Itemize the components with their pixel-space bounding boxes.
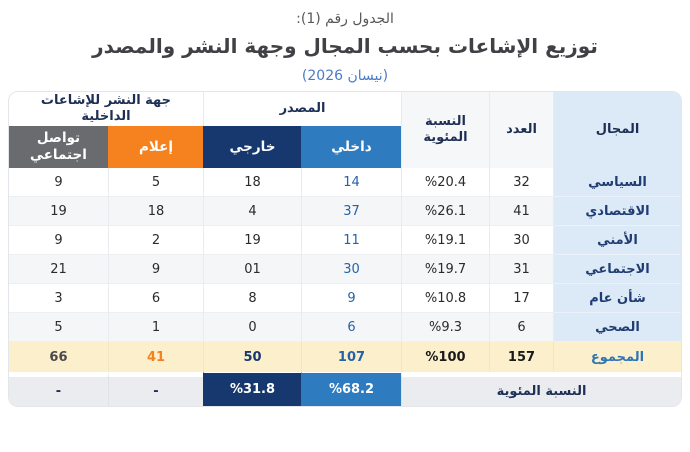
cell-count: 17 bbox=[489, 284, 553, 313]
cell-social: 21 bbox=[9, 255, 108, 284]
header-field: المجال bbox=[553, 92, 681, 168]
cell-social: 19 bbox=[9, 197, 108, 226]
cell-totals-internal: 107 bbox=[301, 342, 401, 372]
header-social: تواصل اجتماعي bbox=[9, 126, 108, 168]
cell-field: الاقتصادي bbox=[553, 197, 681, 226]
cell-media: 18 bbox=[107, 197, 203, 226]
cell-field: الأمني bbox=[553, 226, 681, 255]
rumors-table: المجال العدد النسبة المئوية المصدر جهة ا… bbox=[9, 92, 681, 406]
cell-totals-label: المجموع bbox=[553, 342, 681, 372]
cell-percent: %9.3 bbox=[401, 313, 489, 342]
cell-internal: 37 bbox=[301, 197, 401, 226]
cell-footer-internal: %68.2 bbox=[301, 372, 401, 406]
cell-internal: 9 bbox=[301, 284, 401, 313]
cell-footer-media: - bbox=[107, 372, 203, 406]
cell-social: 9 bbox=[9, 226, 108, 255]
cell-totals-external: 50 bbox=[202, 342, 301, 372]
cell-social: 5 bbox=[9, 313, 108, 342]
cell-external: 8 bbox=[202, 284, 301, 313]
cell-external: 18 bbox=[202, 168, 301, 197]
title-block: الجدول رقم (1): توزيع الإشاعات بحسب المج… bbox=[0, 0, 690, 84]
totals-row: المجموع 157 %100 107 50 41 66 bbox=[9, 342, 681, 372]
header-source-group: المصدر bbox=[202, 92, 401, 126]
cell-count: 32 bbox=[489, 168, 553, 197]
cell-field: السياسي bbox=[553, 168, 681, 197]
cell-footer-external: %31.8 bbox=[202, 372, 301, 406]
cell-social: 9 bbox=[9, 168, 108, 197]
cell-media: 5 bbox=[107, 168, 203, 197]
cell-count: 30 bbox=[489, 226, 553, 255]
cell-totals-social: 66 bbox=[9, 342, 108, 372]
cell-percent: %19.7 bbox=[401, 255, 489, 284]
cell-internal: 11 bbox=[301, 226, 401, 255]
cell-media: 6 bbox=[107, 284, 203, 313]
header-group-row: المجال العدد النسبة المئوية المصدر جهة ا… bbox=[9, 92, 681, 168]
cell-internal: 14 bbox=[301, 168, 401, 197]
cell-external: 0 bbox=[202, 313, 301, 342]
cell-field: شأن عام bbox=[553, 284, 681, 313]
cell-social: 3 bbox=[9, 284, 108, 313]
header-internal: داخلي bbox=[301, 126, 401, 168]
table-row-security: الأمني 30 %19.1 11 19 2 9 bbox=[9, 226, 681, 255]
table-row-economic: الاقتصادي 41 %26.1 37 4 18 19 bbox=[9, 197, 681, 226]
cell-totals-count: 157 bbox=[489, 342, 553, 372]
footer-percentage-row: النسبة المئوية %68.2 %31.8 - - bbox=[9, 372, 681, 406]
cell-count: 41 bbox=[489, 197, 553, 226]
cell-media: 1 bbox=[107, 313, 203, 342]
subtitle-date: (نيسان 2026) bbox=[301, 68, 389, 84]
cell-percent: %19.1 bbox=[401, 226, 489, 255]
table-number-title: الجدول رقم (1): bbox=[296, 11, 394, 27]
page-title: توزيع الإشاعات بحسب المجال وجهة النشر وا… bbox=[92, 34, 598, 58]
table-row-public-affairs: شأن عام 17 %10.8 9 8 6 3 bbox=[9, 284, 681, 313]
cell-media: 2 bbox=[107, 226, 203, 255]
header-sub-row: داخلي خارجي إعلام تواصل اجتماعي bbox=[9, 126, 681, 168]
table-row-social-field: الاجتماعي 31 %19.7 30 01 9 21 bbox=[9, 255, 681, 284]
table-row-political: السياسي 32 %20.4 14 18 5 9 bbox=[9, 168, 681, 197]
header-publisher-group: جهة النشر للإشاعات الداخلية bbox=[9, 92, 203, 126]
cell-count: 31 bbox=[489, 255, 553, 284]
cell-field: الصحي bbox=[553, 313, 681, 342]
cell-totals-percent: %100 bbox=[401, 342, 489, 372]
cell-footer-social: - bbox=[9, 372, 108, 406]
header-external: خارجي bbox=[202, 126, 301, 168]
cell-footer-label: النسبة المئوية bbox=[401, 372, 681, 406]
cell-media: 9 bbox=[107, 255, 203, 284]
cell-count: 6 bbox=[489, 313, 553, 342]
table-row-health: الصحي 6 %9.3 6 0 1 5 bbox=[9, 313, 681, 342]
cell-percent: %10.8 bbox=[401, 284, 489, 313]
cell-percent: %20.4 bbox=[401, 168, 489, 197]
cell-totals-media: 41 bbox=[107, 342, 203, 372]
cell-field: الاجتماعي bbox=[553, 255, 681, 284]
header-media: إعلام bbox=[107, 126, 203, 168]
header-percent: النسبة المئوية bbox=[401, 92, 489, 168]
cell-internal: 6 bbox=[301, 313, 401, 342]
cell-external: 4 bbox=[202, 197, 301, 226]
cell-percent: %26.1 bbox=[401, 197, 489, 226]
rumors-table-container: المجال العدد النسبة المئوية المصدر جهة ا… bbox=[8, 91, 682, 407]
cell-external: 19 bbox=[202, 226, 301, 255]
cell-external: 01 bbox=[202, 255, 301, 284]
header-count: العدد bbox=[489, 92, 553, 168]
cell-internal: 30 bbox=[301, 255, 401, 284]
